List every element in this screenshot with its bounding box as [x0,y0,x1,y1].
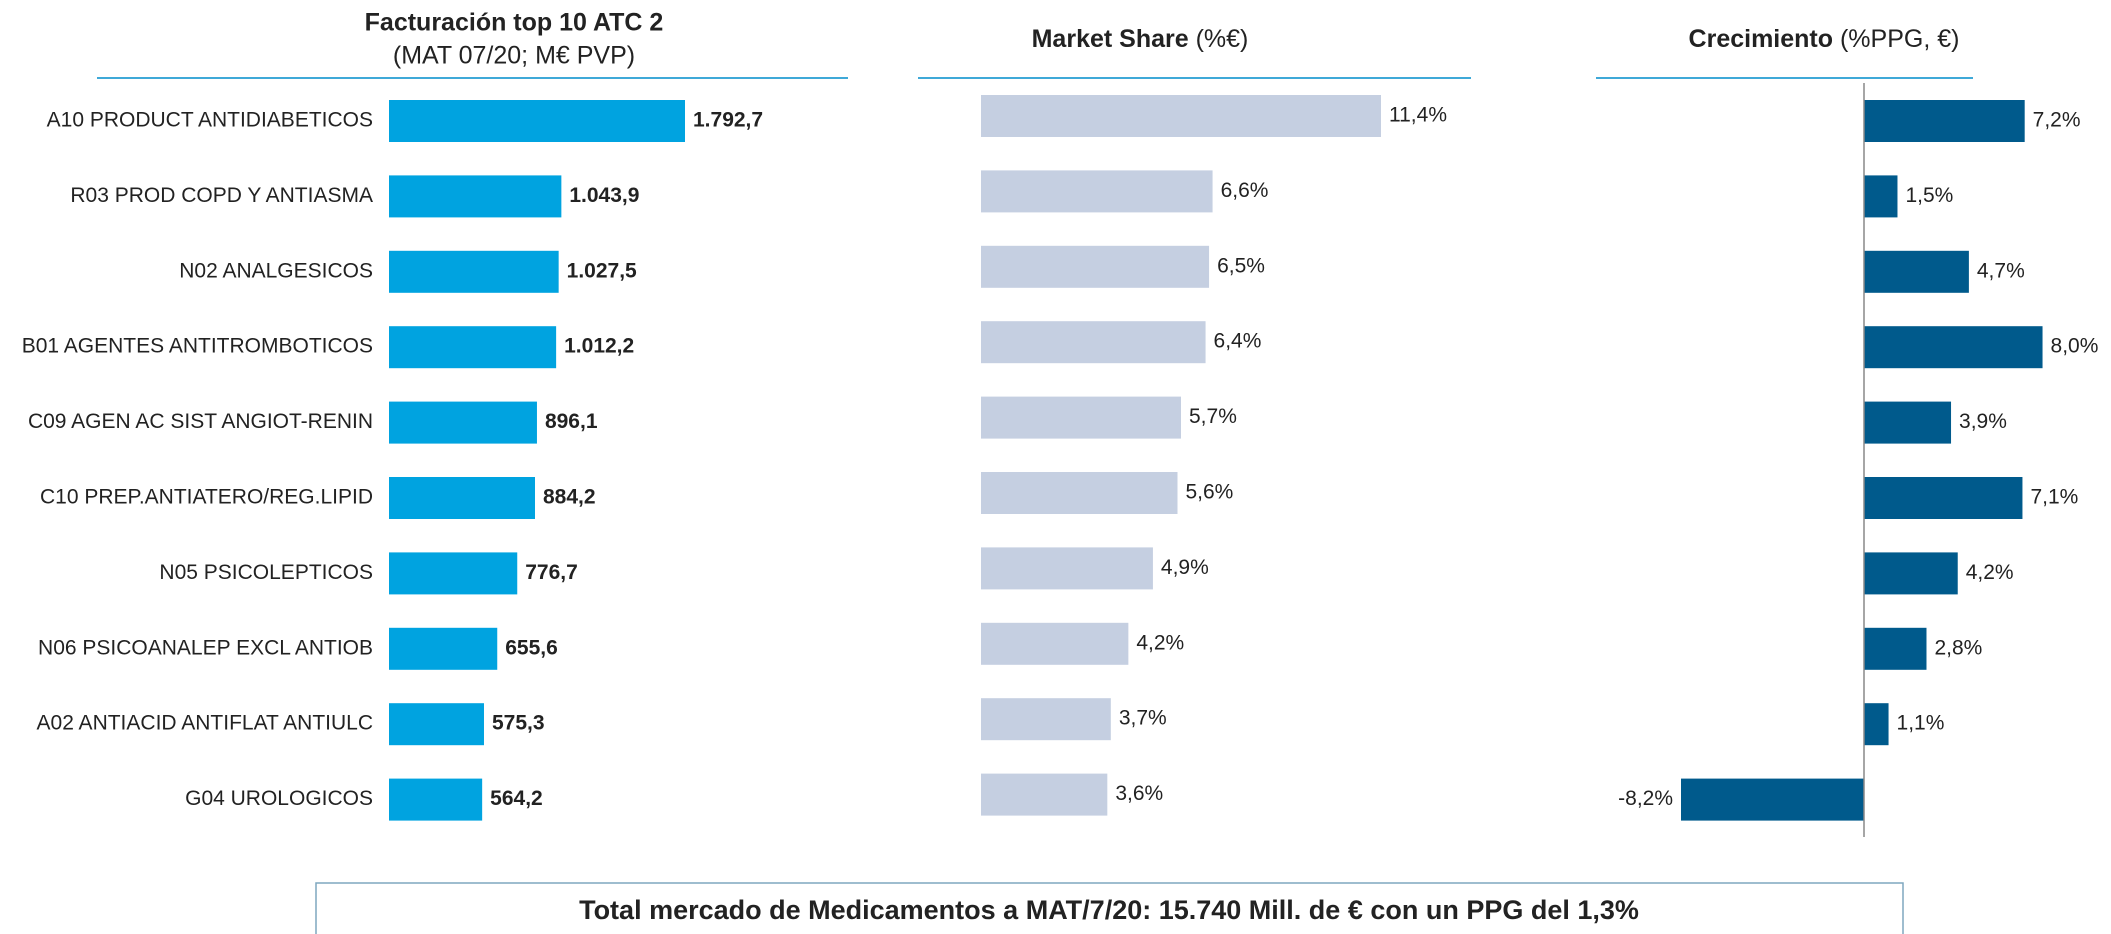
bar [981,321,1206,364]
category-label: N02 ANALGESICOS [179,259,373,282]
value-label: 5,6% [1185,481,1233,504]
value-label: 3,6% [1115,782,1163,805]
value-label: 5,7% [1189,405,1237,428]
bar [389,401,537,444]
bar [1681,778,1864,821]
bar [981,472,1178,514]
value-label: 4,7% [1977,259,2025,282]
chart-subtitle: (%€) [1196,25,1249,53]
chart-subtitle: (%PPG, €) [1840,25,1959,53]
value-label: -8,2% [1618,787,1673,810]
category-label: N06 PSICOANALEP EXCL ANTIOB [38,636,373,659]
category-label: A02 ANTIACID ANTIFLAT ANTIULC [37,712,373,735]
chart-subtitle: (MAT 07/20; M€ PVP) [393,42,635,70]
value-label: 896,1 [545,410,598,433]
bar [1864,552,1958,595]
bar [1864,100,2025,142]
value-label: 575,3 [492,712,545,735]
bar [1864,250,1969,293]
value-label: 564,2 [490,787,543,810]
value-label: 6,5% [1217,254,1265,277]
bar [389,250,559,293]
bar [1864,401,1952,444]
category-label: G04 UROLOGICOS [185,787,373,810]
bar [389,552,518,595]
value-label: 1,1% [1897,712,1945,735]
bar [389,703,484,746]
category-label: C10 PREP.ANTIATERO/REG.LIPID [40,486,373,509]
value-label: 6,6% [1221,179,1269,202]
value-label: 11,4% [1389,104,1447,127]
value-label: 7,1% [2030,486,2078,509]
category-label: R03 PROD COPD Y ANTIASMA [70,184,373,207]
value-label: 4,2% [1136,631,1184,654]
value-label: 7,2% [2033,109,2081,132]
value-label: 1,5% [1905,184,1953,207]
bar [1864,703,1889,746]
bar [389,326,557,369]
bar [981,95,1381,137]
value-label: 884,2 [543,486,596,509]
bar [389,477,535,519]
bar [1864,175,1898,218]
bar [981,245,1210,288]
bar [1864,627,1927,670]
category-label: C09 AGEN AC SIST ANGIOT-RENIN [28,410,373,433]
value-label: 1.792,7 [693,109,763,132]
bar [389,100,685,142]
bar [981,396,1181,439]
chart-title-main: Crecimiento [1689,25,1833,53]
value-label: 1.012,2 [564,335,634,358]
category-label: A10 PRODUCT ANTIDIABETICOS [47,109,373,132]
value-label: 1.027,5 [567,259,637,282]
value-label: 4,2% [1966,561,2014,584]
chart-title: Market Share (%€) [1032,25,1249,53]
footer-box [315,882,1904,934]
value-label: 776,7 [525,561,578,584]
bar [1864,326,2043,369]
bar [981,170,1213,213]
bar [981,698,1111,741]
bar [981,773,1108,816]
value-label: 3,9% [1959,410,2007,433]
value-label: 1.043,9 [569,184,639,207]
footer-text: Total mercado de Medicamentos a MAT/7/20… [579,895,1639,925]
bar [981,547,1153,590]
value-label: 8,0% [2051,335,2099,358]
value-label: 6,4% [1214,330,1262,353]
value-label: 4,9% [1161,556,1209,579]
chart-title-main: Market Share [1032,25,1189,53]
bar [389,175,562,218]
value-label: 3,7% [1119,707,1167,730]
value-label: 2,8% [1934,636,1982,659]
bar [389,778,483,821]
chart-title: Crecimiento (%PPG, €) [1689,25,1960,53]
category-label: B01 AGENTES ANTITROMBOTICOS [22,335,373,358]
category-label: N05 PSICOLEPTICOS [159,561,373,584]
value-label: 655,6 [505,636,558,659]
bar [389,627,498,670]
bar [1864,477,2023,519]
bar [981,622,1129,665]
chart-title: Facturación top 10 ATC 2 [365,9,664,37]
